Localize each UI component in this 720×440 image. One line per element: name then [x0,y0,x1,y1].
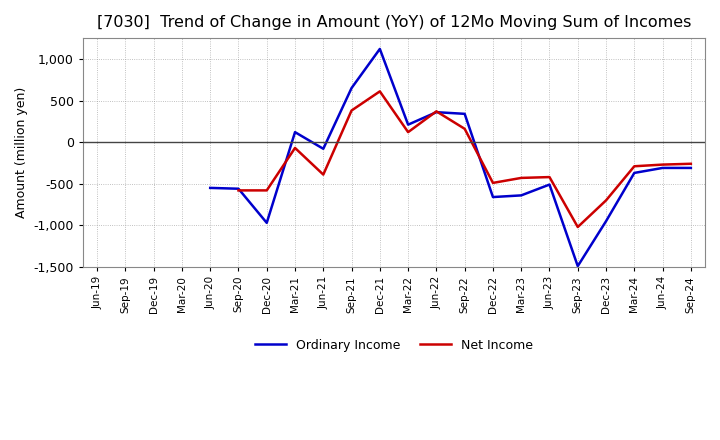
Net Income [573,224,582,230]
Ordinary Income [573,264,582,269]
Ordinary Income [432,110,441,115]
Net Income [602,198,611,203]
Ordinary Income [376,46,384,51]
Ordinary Income [234,186,243,191]
Net Income [517,175,526,180]
Net Income [460,126,469,132]
Title: [7030]  Trend of Change in Amount (YoY) of 12Mo Moving Sum of Incomes: [7030] Trend of Change in Amount (YoY) o… [96,15,691,30]
Net Income [121,169,130,174]
Legend: Ordinary Income, Net Income: Ordinary Income, Net Income [250,334,538,357]
Net Income [291,145,300,150]
Net Income [658,162,667,167]
Net Income [687,161,696,166]
Net Income [404,129,413,135]
Ordinary Income [319,146,328,151]
Ordinary Income [206,185,215,191]
Ordinary Income [658,165,667,171]
Ordinary Income [291,129,300,135]
Net Income [630,164,639,169]
Ordinary Income [545,182,554,187]
Line: Net Income: Net Income [125,92,691,227]
Net Income [347,108,356,113]
Ordinary Income [687,165,696,171]
Net Income [376,89,384,94]
Ordinary Income [630,170,639,176]
Ordinary Income [347,85,356,91]
Net Income [262,188,271,193]
Ordinary Income [404,122,413,127]
Y-axis label: Amount (million yen): Amount (million yen) [15,87,28,218]
Net Income [432,109,441,114]
Ordinary Income [489,194,498,200]
Net Income [545,174,554,180]
Ordinary Income [602,219,611,224]
Ordinary Income [262,220,271,225]
Ordinary Income [460,111,469,117]
Net Income [319,172,328,177]
Line: Ordinary Income: Ordinary Income [210,49,691,266]
Ordinary Income [517,193,526,198]
Net Income [234,188,243,193]
Net Income [489,180,498,186]
